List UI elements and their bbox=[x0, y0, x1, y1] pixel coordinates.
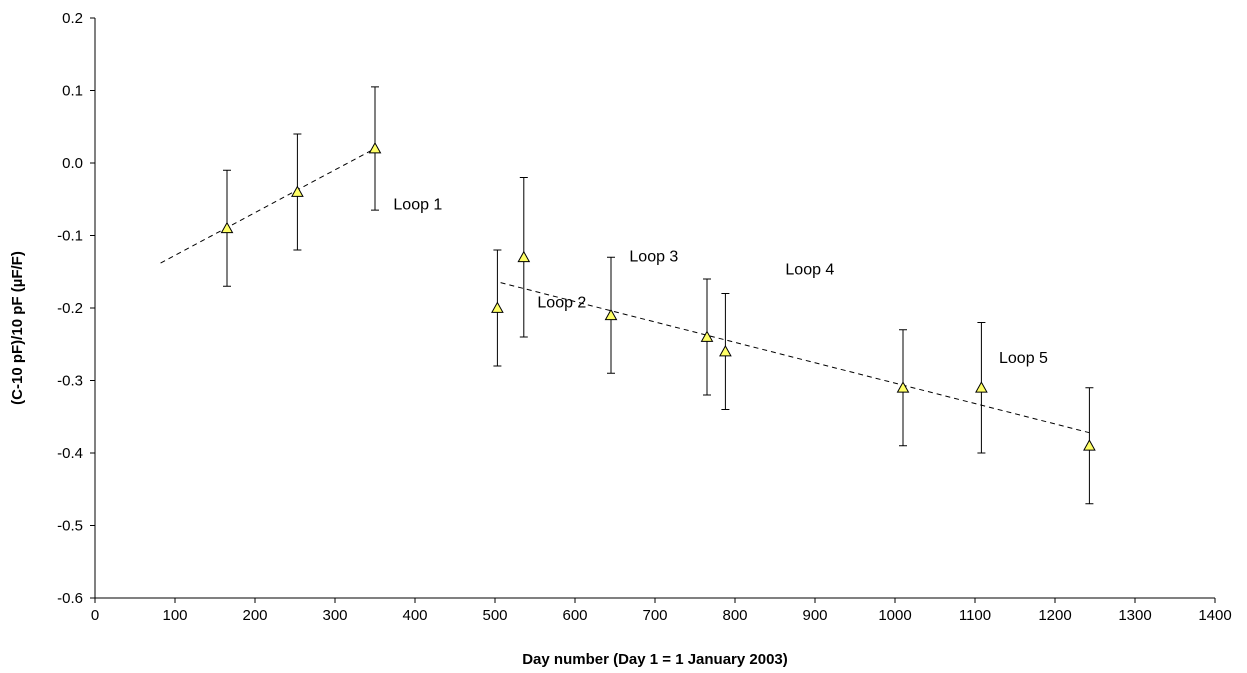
data-point-triangle bbox=[700, 330, 714, 342]
x-tick-label: 1000 bbox=[878, 607, 911, 624]
data-point-triangle bbox=[604, 308, 618, 321]
x-tick-label: 700 bbox=[642, 607, 667, 624]
axes: 0 100 200 300 400 500 600 700 800 900 1000 1100 1200… bbox=[57, 10, 1232, 624]
trend-line bbox=[160, 148, 376, 264]
y-tick-label: 0.2 bbox=[62, 10, 83, 27]
x-tick-label: 1400 bbox=[1198, 607, 1231, 624]
y-tick-label: -0.2 bbox=[57, 300, 83, 317]
data-point-triangle bbox=[896, 381, 910, 393]
y-tick-label: -0.1 bbox=[57, 228, 83, 245]
x-tick-label: 1100 bbox=[959, 607, 991, 624]
x-axis-title: Day number (Day 1 = 1 January 2003) bbox=[522, 651, 788, 668]
annotation-label: Loop 2 bbox=[537, 294, 586, 311]
data-points bbox=[220, 141, 1096, 451]
data-point-triangle bbox=[220, 221, 234, 234]
data-point-triangle bbox=[491, 301, 504, 313]
annotation-label: Loop 3 bbox=[629, 249, 678, 266]
x-tick-label: 300 bbox=[322, 607, 347, 624]
annotation-label: Loop 5 bbox=[999, 350, 1048, 367]
x-tick-label: 1300 bbox=[1118, 607, 1151, 624]
y-tick-label: -0.3 bbox=[57, 373, 83, 390]
x-tick-label: 200 bbox=[242, 607, 267, 624]
data-point-triangle bbox=[1083, 439, 1096, 451]
error-bars bbox=[223, 86, 1094, 505]
x-tick-label: 600 bbox=[562, 607, 587, 624]
annotation-label: Loop 4 bbox=[785, 262, 834, 279]
x-tick-label: 400 bbox=[402, 607, 427, 624]
x-tick-label: 500 bbox=[482, 607, 507, 624]
trend-lines bbox=[160, 148, 1090, 434]
x-tick-label: 0 bbox=[91, 607, 99, 624]
x-tick-label: 100 bbox=[162, 607, 187, 624]
annotation-label: Loop 1 bbox=[393, 196, 442, 213]
data-point-triangle bbox=[368, 141, 382, 154]
trend-line bbox=[500, 282, 1090, 434]
y-tick-label: 0.0 bbox=[62, 155, 83, 172]
y-tick-label: -0.6 bbox=[57, 590, 83, 607]
data-point-triangle bbox=[517, 250, 531, 263]
y-tick-label: -0.4 bbox=[57, 445, 83, 462]
y-tick-label: 0.1 bbox=[62, 83, 83, 100]
y-tick-label: -0.5 bbox=[57, 518, 83, 535]
x-tick-label: 1200 bbox=[1038, 607, 1071, 624]
y-axis-title: (C-10 pF)/10 pF (µF/F) bbox=[9, 251, 26, 405]
x-tick-label: 800 bbox=[722, 607, 747, 624]
data-point-triangle bbox=[719, 344, 732, 357]
data-point-triangle bbox=[291, 185, 304, 197]
x-tick-label: 900 bbox=[802, 607, 827, 624]
data-point-triangle bbox=[975, 381, 988, 393]
annotations: Loop 1 Loop 2 Loop 3 Loop 4 Loop 5 bbox=[393, 196, 1048, 367]
